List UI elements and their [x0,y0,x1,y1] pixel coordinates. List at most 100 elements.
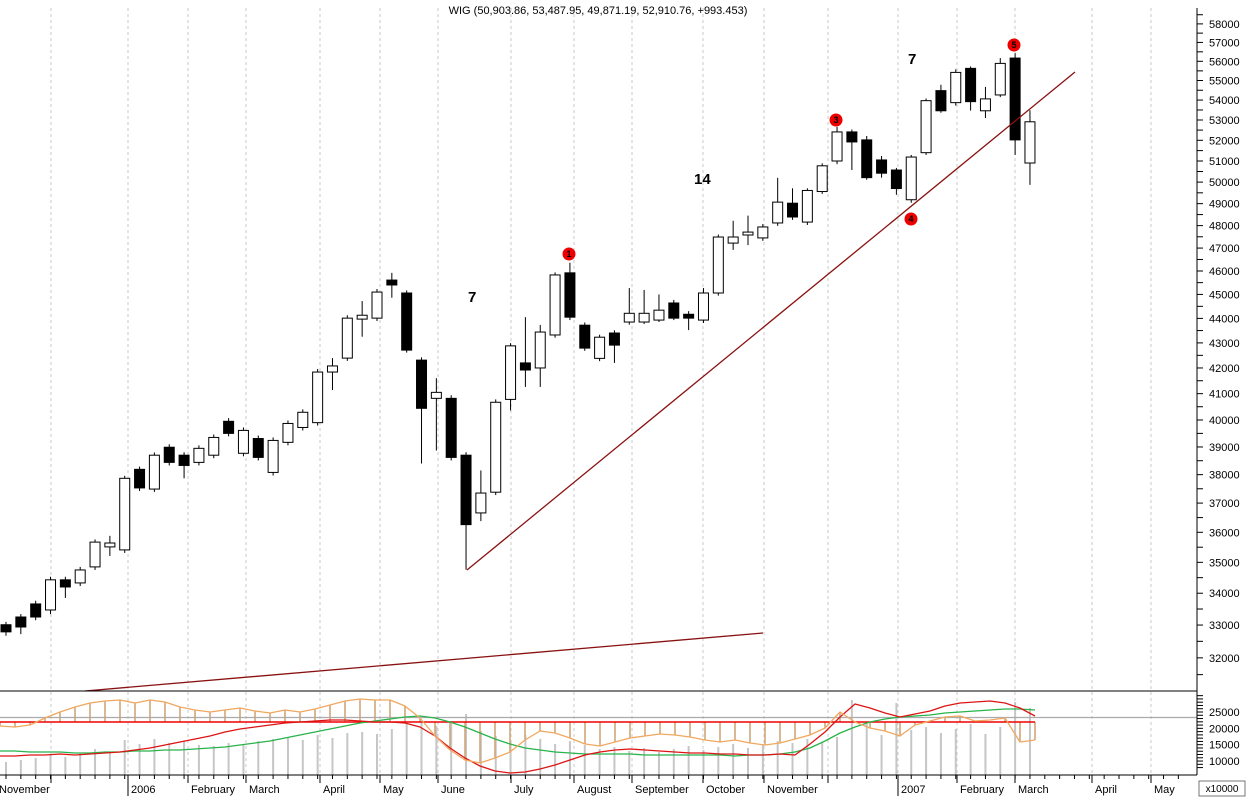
price-label: 36000 [1209,527,1240,539]
candle-body [608,332,620,346]
wave-marker-circle [1007,38,1021,52]
candle-body [237,429,249,454]
candle-body [1009,57,1021,141]
candle-body [787,202,799,218]
price-label: 47000 [1209,243,1240,255]
month-label: November [0,784,50,796]
candle-body [861,139,873,179]
lower-label: 25000 [1209,707,1240,719]
price-label: 43000 [1209,338,1240,350]
candle-body [0,624,12,633]
month-label: September [635,784,689,796]
month-label: May [383,784,404,796]
candle-body [430,391,442,399]
price-label: 45000 [1209,289,1240,301]
candle-body [15,616,27,628]
price-label: 53000 [1209,115,1240,127]
wave-marker-number: 3 [833,115,838,125]
lower-label: 15000 [1209,740,1240,752]
candle-body [282,422,294,443]
month-label: February [960,784,1005,796]
wave-marker-number: 1 [566,249,571,259]
candle-body [519,362,531,371]
month-label: February [191,784,236,796]
month-label: November [767,784,818,796]
price-label: 57000 [1209,37,1240,49]
trendline [84,632,764,692]
bar-count-label: 7 [908,51,916,68]
volume-bars [5,700,1031,775]
candle-body [564,272,576,318]
price-label: 32000 [1209,653,1240,665]
candle-body [653,309,665,321]
month-label: August [577,784,611,796]
candle-body [326,365,338,373]
candle-body [994,62,1006,96]
multiplier-box [1198,780,1246,797]
candle-body [445,397,457,458]
price-label: 41000 [1209,389,1240,401]
candle-body [965,67,977,103]
candle-body [757,226,769,239]
price-label: 51000 [1209,156,1240,168]
candle-body [831,131,843,162]
month-label: 2006 [131,784,155,796]
candle-body [223,420,235,434]
candle-body [846,131,858,143]
candle-body [163,446,175,463]
candle-body [801,189,813,223]
month-label: April [1095,784,1117,796]
candle-body [104,542,116,548]
price-label: 58000 [1209,19,1240,31]
wave-marker-number: 5 [1011,40,1016,50]
price-label: 33000 [1209,620,1240,632]
candle-body [59,579,71,588]
candle-body [505,345,517,400]
price-label: 42000 [1209,363,1240,375]
candle-body [623,312,635,323]
candle-body [178,454,190,466]
axes: 5800057000560005500054000530005200051000… [0,8,1246,797]
price-label: 35000 [1209,557,1240,569]
month-label: October [706,784,745,796]
candle-body [935,90,947,112]
candle-body [816,165,828,193]
candle-body [416,359,428,409]
candle-body [890,169,902,190]
price-label: 55000 [1209,76,1240,88]
candle-body [401,292,413,351]
candle-body [950,71,962,104]
candle-body [712,236,724,294]
month-label: April [323,784,345,796]
price-label: 54000 [1209,95,1240,107]
price-label: 44000 [1209,313,1240,325]
candle-body [356,314,368,320]
candle-body [252,438,264,458]
candle-body [905,156,917,201]
candle-body [490,401,502,493]
candle-body [312,371,324,424]
wave-marker-circle [562,247,576,261]
month-label: May [1154,784,1175,796]
candle-body [549,274,561,336]
annotations: 7 14 7 1 3 4 5 [468,38,1021,306]
candle-body [30,603,42,618]
candle-body [1024,121,1036,164]
price-label: 37000 [1209,498,1240,510]
price-label: 46000 [1209,266,1240,278]
candle-body [371,291,383,319]
candlesticks [0,53,1036,636]
month-gridlines [50,8,1152,775]
candle-body [876,159,888,174]
candle-body [267,439,279,473]
candle-body [594,336,606,359]
candle-body [979,98,991,112]
lower-label: 20000 [1209,723,1240,735]
candle-body [534,331,546,369]
multiplier-label: x10000 [1206,784,1239,795]
bar-count-label: 14 [694,171,711,188]
price-label: 40000 [1209,415,1240,427]
candle-body [297,411,309,428]
price-label: 56000 [1209,56,1240,68]
